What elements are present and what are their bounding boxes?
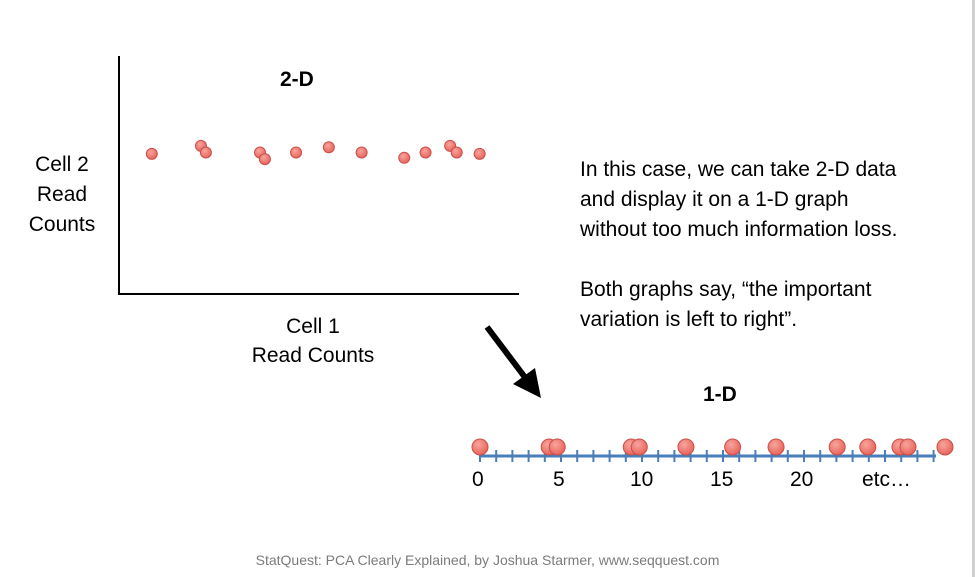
tick-label-10: 10	[630, 468, 654, 491]
data-point-1d	[630, 438, 648, 456]
data-point-2d	[199, 146, 212, 159]
explanation-text: In this case, we can take 2-D data and d…	[580, 155, 920, 365]
x-label-line: Cell 1	[286, 315, 340, 338]
chart-2d-title: 2-D	[280, 68, 314, 91]
data-point-1d	[936, 438, 954, 456]
y-label-line: Cell 2	[35, 153, 89, 176]
chart-2d-points	[145, 139, 486, 166]
chart-1d-axis	[479, 450, 936, 462]
data-point-2d	[290, 146, 303, 159]
data-point-1d	[677, 438, 695, 456]
data-point-1d	[724, 438, 742, 456]
tick-label-5: 5	[553, 468, 565, 491]
arrow-2d-to-1d	[484, 325, 541, 398]
arrow-shaft	[484, 325, 530, 382]
data-point-1d	[859, 438, 877, 456]
data-point-2d	[258, 153, 271, 166]
data-point-1d	[548, 438, 566, 456]
chart-2d-axes	[118, 56, 519, 295]
chart-1d-points	[471, 438, 954, 456]
data-point-1d	[828, 438, 846, 456]
tick-label-15: 15	[710, 468, 734, 491]
explanation-paragraph: Both graphs say, “the important variatio…	[580, 278, 872, 331]
data-point-2d	[355, 146, 368, 159]
arrowhead	[513, 368, 541, 398]
data-point-1d	[899, 438, 917, 456]
chart-2d-y-label: Cell 2 Read Counts	[14, 150, 110, 240]
tick-label-20: 20	[790, 468, 814, 491]
data-point-2d	[450, 146, 463, 159]
data-point-1d	[767, 438, 785, 456]
chart-1d-title: 1-D	[703, 383, 737, 406]
footer-credit: StatQuest: PCA Clearly Explained, by Jos…	[255, 552, 720, 568]
data-point-2d	[145, 147, 158, 160]
data-point-2d	[398, 151, 411, 164]
chart-2d-x-label: Cell 1 Read Counts	[230, 312, 396, 370]
data-point-1d	[471, 438, 489, 456]
y-label-line: Read	[36, 183, 88, 206]
slide-edge	[972, 0, 975, 577]
x-label-line: Read Counts	[251, 344, 375, 367]
data-point-2d	[473, 147, 486, 160]
data-point-2d	[322, 141, 335, 154]
data-point-2d	[419, 146, 432, 159]
tick-label-etc: etc…	[862, 468, 912, 491]
y-label-line: Counts	[28, 213, 96, 236]
explanation-paragraph: In this case, we can take 2-D data and d…	[580, 158, 898, 241]
tick-label-0: 0	[472, 468, 484, 491]
